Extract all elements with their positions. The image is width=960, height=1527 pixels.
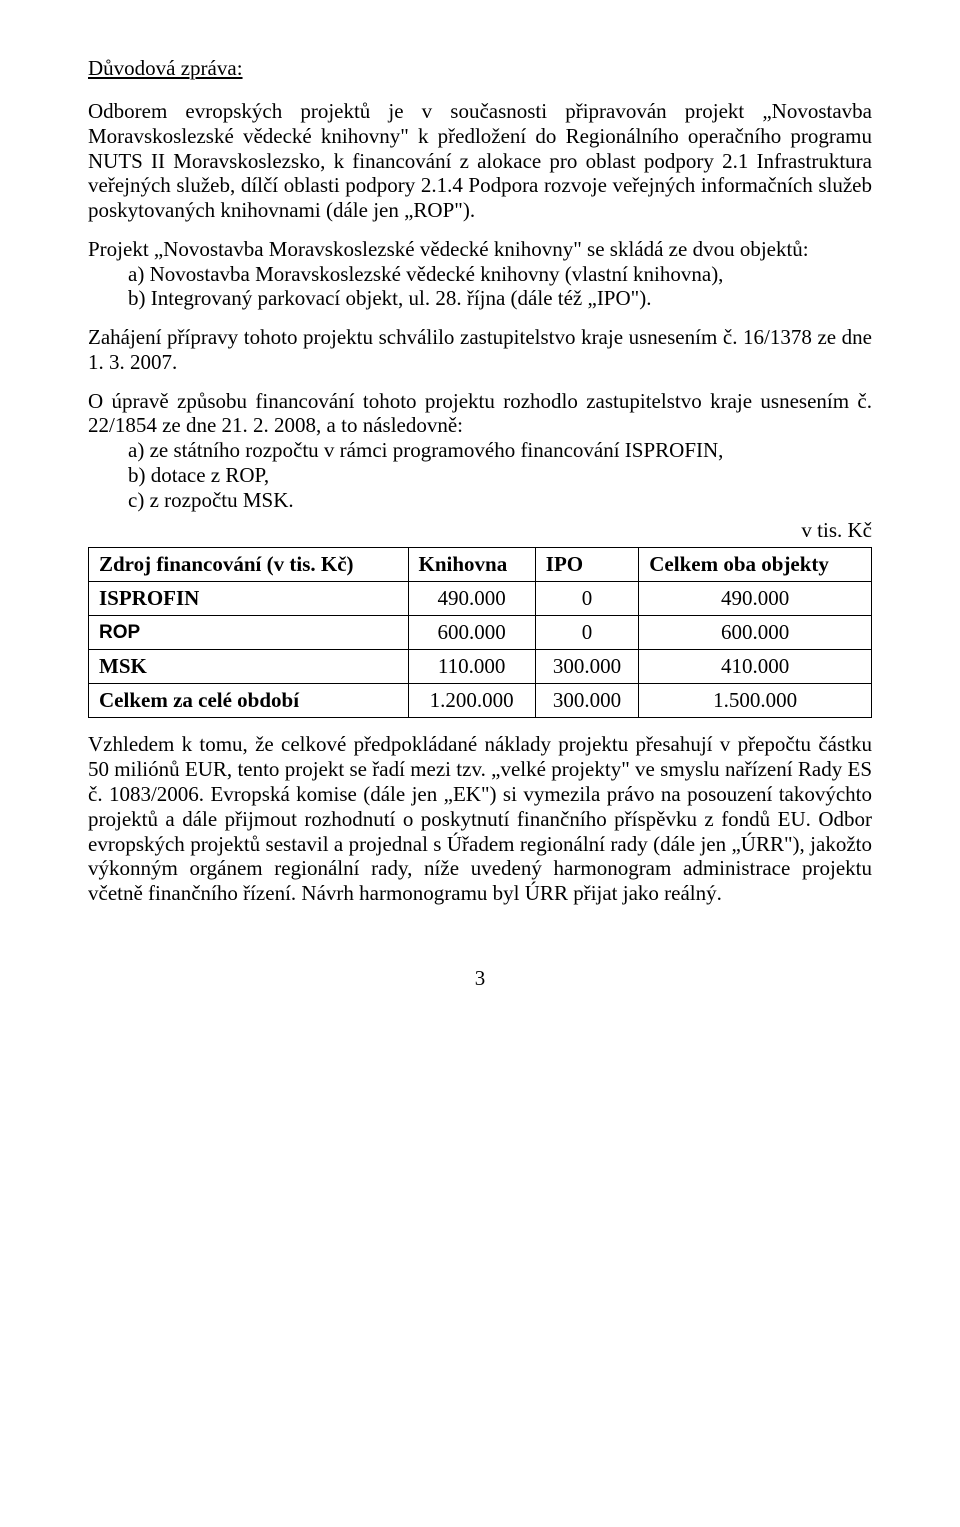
cell: 1.200.000 xyxy=(408,684,535,718)
paragraph-2-list: a) Novostavba Moravskoslezské vědecké kn… xyxy=(88,262,872,312)
page: Důvodová zpráva: Odborem evropských proj… xyxy=(0,0,960,1031)
cell: 600.000 xyxy=(408,616,535,650)
cell: 110.000 xyxy=(408,650,535,684)
section-heading: Důvodová zpráva: xyxy=(88,56,872,81)
list-item: c) z rozpočtu MSK. xyxy=(88,488,872,513)
col-header: Zdroj financování (v tis. Kč) xyxy=(89,548,409,582)
cell: 410.000 xyxy=(639,650,872,684)
financing-table: Zdroj financování (v tis. Kč) Knihovna I… xyxy=(88,547,872,718)
list-item: b) dotace z ROP, xyxy=(88,463,872,488)
table-row: ROP 600.000 0 600.000 xyxy=(89,616,872,650)
list-item: a) Novostavba Moravskoslezské vědecké kn… xyxy=(88,262,872,287)
paragraph-2-lead: Projekt „Novostavba Moravskoslezské věde… xyxy=(88,237,872,262)
paragraph-3: Zahájení přípravy tohoto projektu schvál… xyxy=(88,325,872,375)
cell: 0 xyxy=(535,616,639,650)
list-item: a) ze státního rozpočtu v rámci programo… xyxy=(88,438,872,463)
paragraph-4-lead: O úpravě způsobu financování tohoto proj… xyxy=(88,389,872,439)
col-header: IPO xyxy=(535,548,639,582)
cell: 300.000 xyxy=(535,650,639,684)
paragraph-1: Odborem evropských projektů je v současn… xyxy=(88,99,872,223)
table-row: Celkem za celé období 1.200.000 300.000 … xyxy=(89,684,872,718)
row-label: MSK xyxy=(89,650,409,684)
table-header-row: Zdroj financování (v tis. Kč) Knihovna I… xyxy=(89,548,872,582)
row-label: Celkem za celé období xyxy=(89,684,409,718)
cell: 490.000 xyxy=(408,582,535,616)
table-unit-note: v tis. Kč xyxy=(88,518,872,543)
table-row: ISPROFIN 490.000 0 490.000 xyxy=(89,582,872,616)
col-header: Knihovna xyxy=(408,548,535,582)
list-item: b) Integrovaný parkovací objekt, ul. 28.… xyxy=(88,286,872,311)
cell: 600.000 xyxy=(639,616,872,650)
cell: 1.500.000 xyxy=(639,684,872,718)
cell: 300.000 xyxy=(535,684,639,718)
col-header: Celkem oba objekty xyxy=(639,548,872,582)
page-number: 3 xyxy=(88,966,872,991)
row-label: ROP xyxy=(89,616,409,650)
paragraph-4-list: a) ze státního rozpočtu v rámci programo… xyxy=(88,438,872,512)
paragraph-5: Vzhledem k tomu, že celkové předpokládan… xyxy=(88,732,872,905)
row-label: ISPROFIN xyxy=(89,582,409,616)
table-row: MSK 110.000 300.000 410.000 xyxy=(89,650,872,684)
cell: 490.000 xyxy=(639,582,872,616)
cell: 0 xyxy=(535,582,639,616)
